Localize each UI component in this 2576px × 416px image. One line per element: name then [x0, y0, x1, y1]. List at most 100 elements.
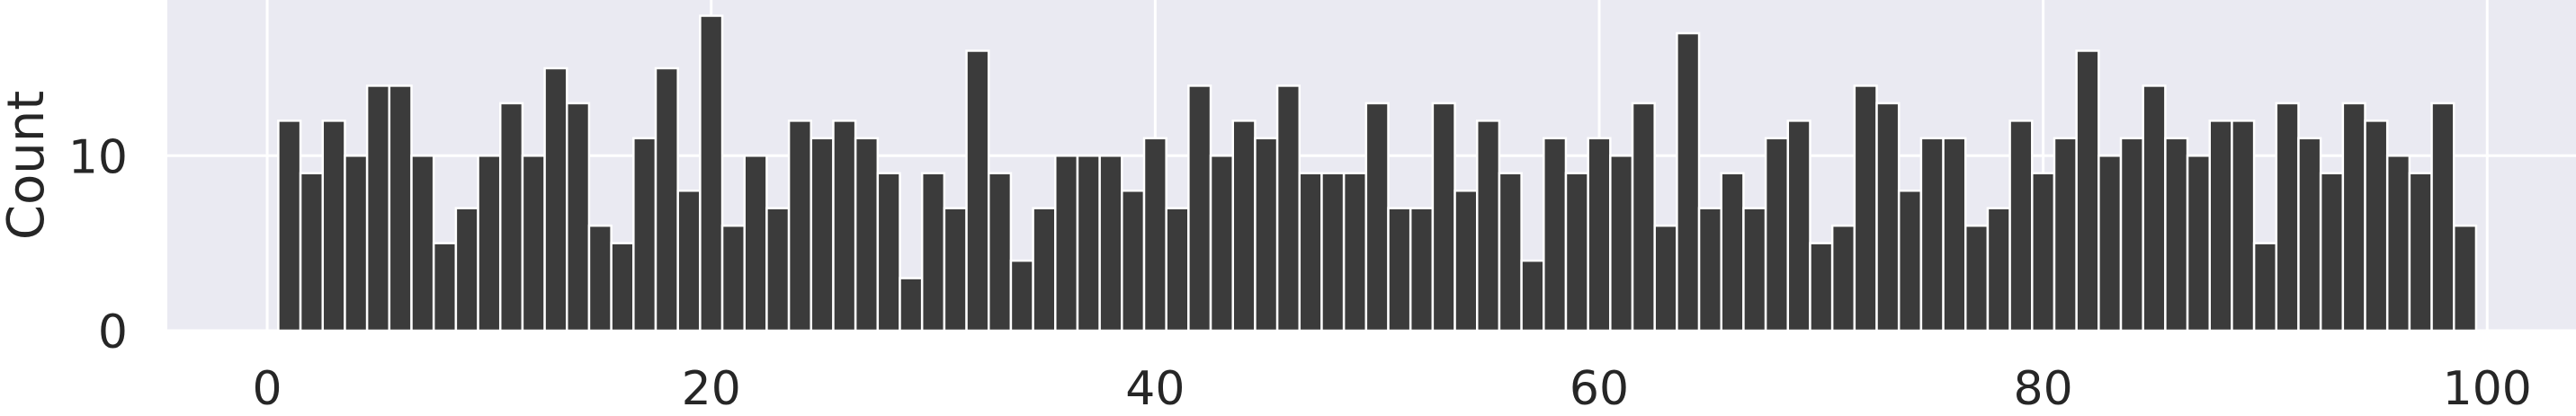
histogram-bar [632, 137, 657, 332]
histogram-bar [1587, 137, 1612, 332]
histogram-bar [1431, 102, 1456, 332]
histogram-bar [2430, 102, 2455, 332]
histogram-bar [2186, 155, 2211, 332]
histogram-bar [1631, 102, 1656, 332]
x-tick-label: 60 [1570, 362, 1629, 416]
histogram-bar [2341, 102, 2366, 332]
histogram-bar [1254, 137, 1279, 332]
histogram-bar [1809, 242, 1834, 332]
histogram-bar [1697, 207, 1722, 332]
histogram-bar [2408, 172, 2433, 332]
histogram-bar [2031, 172, 2056, 332]
histogram-bar [432, 242, 458, 332]
histogram-bar [2297, 137, 2322, 332]
histogram-bar [410, 155, 435, 332]
histogram-bar [2075, 49, 2100, 332]
histogram-bar [2319, 172, 2345, 332]
histogram-bar [454, 207, 479, 332]
histogram-bar [854, 137, 880, 332]
histogram-bar [1209, 155, 1234, 332]
histogram-bar [1298, 172, 1323, 332]
histogram-bar [1054, 155, 1079, 332]
y-tick-label: 10 [68, 130, 128, 184]
histogram-bar [1720, 172, 1745, 332]
histogram-bar [1853, 84, 1878, 332]
x-tick-label: 80 [2014, 362, 2073, 416]
histogram-bar [1830, 224, 1856, 332]
histogram-bar [876, 172, 901, 332]
histogram-bar [365, 84, 391, 332]
histogram-bar [2231, 119, 2256, 332]
histogram-bar [2008, 119, 2034, 332]
x-tick-label: 0 [253, 362, 282, 416]
histogram-bar [1364, 102, 1390, 332]
histogram-bar [1342, 172, 1368, 332]
histogram-bar [1275, 84, 1301, 332]
histogram-bar [1098, 155, 1123, 332]
y-tick-labels: 0 10 [68, 130, 128, 359]
histogram-bar [676, 189, 702, 332]
histogram-bar [477, 155, 502, 332]
histogram-bar [720, 224, 746, 332]
histogram-bar [1986, 207, 2011, 332]
histogram-bar [543, 66, 568, 332]
histogram-bar [1564, 172, 1589, 332]
histogram-bar [1320, 172, 1346, 332]
histogram-bar [899, 277, 924, 332]
histogram-bar [277, 119, 302, 332]
histogram-bar [743, 155, 768, 332]
histogram-bar [1520, 259, 1545, 332]
x-tick-label: 20 [682, 362, 741, 416]
histogram-bar [1919, 137, 1945, 332]
histogram-bar [1786, 119, 1811, 332]
histogram-bar [299, 172, 325, 332]
x-tick-label: 100 [2443, 362, 2532, 416]
histogram-bar [1187, 84, 1212, 332]
histogram-bar [1897, 189, 1923, 332]
histogram-bar [1165, 207, 1190, 332]
histogram-bar [1475, 119, 1501, 332]
histogram-bar [344, 155, 369, 332]
histogram-bar [388, 84, 413, 332]
histogram-bar [1609, 155, 1634, 332]
bars [277, 14, 2478, 332]
y-axis-label: Count [0, 91, 56, 240]
histogram-bar [2164, 137, 2189, 332]
histogram-bar [943, 207, 968, 332]
x-tick-label: 40 [1125, 362, 1185, 416]
histogram-bar [1387, 207, 1412, 332]
histogram-bar [965, 49, 990, 332]
histogram-bar [809, 137, 835, 332]
histogram-bar [566, 102, 591, 332]
histogram-bar [610, 242, 635, 332]
histogram-bar [1875, 102, 1901, 332]
histogram-bar [1032, 207, 1057, 332]
histogram-bar [987, 172, 1013, 332]
histogram-bar [1764, 137, 1790, 332]
histogram-bar [1676, 31, 1701, 332]
histogram-bar [920, 172, 946, 332]
histogram-bar [1121, 189, 1146, 332]
histogram-bar [765, 207, 791, 332]
histogram-bar [1409, 207, 1435, 332]
histogram-bar [1963, 224, 1990, 332]
histogram-bar [1543, 137, 1568, 332]
histogram-bar [1942, 137, 1967, 332]
histogram-bar [321, 119, 346, 332]
histogram-bar [699, 14, 724, 332]
histogram-bar [832, 119, 857, 332]
histogram-bar [2452, 224, 2478, 332]
histogram-bar [787, 119, 813, 332]
histogram-bar [654, 66, 679, 332]
histogram-bar [1076, 155, 1101, 332]
histogram-bar [2364, 119, 2389, 332]
histogram-bar [498, 102, 524, 332]
histogram-bar [1453, 189, 1479, 332]
x-tick-labels: 0 20 40 60 80 100 [253, 362, 2532, 416]
histogram-bar [2097, 155, 2123, 332]
histogram-bar [521, 155, 546, 332]
histogram-bar [1231, 119, 1257, 332]
histogram-bar [2385, 155, 2411, 332]
histogram-bar [2142, 84, 2167, 332]
histogram-bar [1009, 259, 1034, 332]
